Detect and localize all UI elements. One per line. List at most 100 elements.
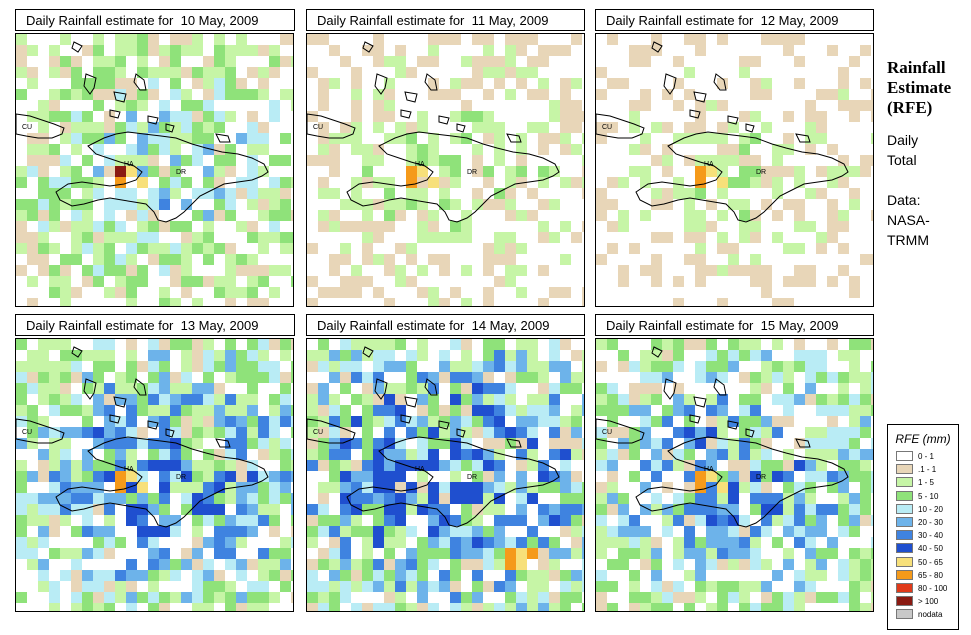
rainfall-cell: [49, 221, 60, 232]
rainfall-cell: [428, 298, 439, 306]
rainfall-cell: [214, 449, 225, 460]
legend-swatch: [896, 583, 913, 593]
rainfall-cell: [805, 471, 816, 482]
rainfall-cell: [805, 361, 816, 372]
rainfall-cell: [104, 232, 115, 243]
rainfall-cell: [236, 133, 247, 144]
rainfall-cell: [805, 350, 816, 361]
rainfall-cell: [684, 438, 695, 449]
rainfall-cell: [225, 350, 236, 361]
rainfall-cell: [236, 254, 247, 265]
rainfall-cell: [203, 210, 214, 221]
rainfall-cell: [596, 210, 607, 221]
rainfall-cell: [71, 144, 82, 155]
rainfall-cell: [651, 254, 662, 265]
rainfall-cell: [258, 188, 269, 199]
rainfall-cell: [695, 254, 706, 265]
rainfall-cell: [871, 592, 873, 603]
rainfall-cell: [838, 493, 849, 504]
rainfall-cell: [38, 166, 49, 177]
rainfall-cell: [49, 67, 60, 78]
rainfall-cell: [60, 438, 71, 449]
rainfall-cell: [384, 265, 395, 276]
rainfall-cell: [148, 210, 159, 221]
rainfall-cell: [38, 100, 49, 111]
rainfall-cell: [280, 570, 291, 581]
rainfall-cell: [38, 254, 49, 265]
rainfall-cell: [483, 199, 494, 210]
rainfall-cell: [739, 603, 750, 611]
rainfall-cell: [159, 144, 170, 155]
rainfall-cell: [571, 526, 582, 537]
rainfall-cell: [225, 166, 236, 177]
rainfall-cell: [640, 144, 651, 155]
rainfall-cell: [717, 232, 728, 243]
rainfall-cell: [684, 232, 695, 243]
rainfall-cell: [181, 482, 192, 493]
rainfall-cell: [516, 603, 527, 611]
rainfall-cell: [203, 243, 214, 254]
rainfall-cell: [373, 89, 384, 100]
rainfall-cell: [225, 394, 236, 405]
rainfall-cell: [607, 394, 618, 405]
rainfall-cell-high: [695, 166, 706, 177]
rainfall-cell: [406, 122, 417, 133]
rainfall-cell: [318, 383, 329, 394]
rainfall-cell: [439, 372, 450, 383]
rainfall-cell: [159, 493, 170, 504]
rainfall-cell: [329, 287, 340, 298]
rainfall-cell: [280, 133, 291, 144]
rainfall-cell: [384, 526, 395, 537]
rainfall-cell: [38, 361, 49, 372]
rainfall-cell: [461, 111, 472, 122]
rainfall-cell: [838, 78, 849, 89]
rainfall-cell: [750, 111, 761, 122]
rainfall-cell: [258, 372, 269, 383]
rainfall-cell: [607, 493, 618, 504]
rainfall-cell: [527, 537, 538, 548]
rainfall-cell: [560, 221, 571, 232]
rainfall-cell: [494, 515, 505, 526]
rainfall-cell: [170, 89, 181, 100]
rainfall-cell: [494, 416, 505, 427]
rainfall-cell: [38, 122, 49, 133]
rainfall-cell: [596, 482, 607, 493]
rainfall-cell: [181, 232, 192, 243]
rainfall-cell: [516, 515, 527, 526]
rainfall-cell: [181, 438, 192, 449]
rainfall-cell: [395, 504, 406, 515]
rainfall-cell: [351, 372, 362, 383]
rainfall-cell: [772, 515, 783, 526]
rainfall-cell: [483, 372, 494, 383]
rainfall-cell: [93, 570, 104, 581]
rainfall-cell: [49, 177, 60, 188]
rainfall-cell: [827, 482, 838, 493]
rainfall-cell: [373, 449, 384, 460]
rainfall-cell: [351, 361, 362, 372]
rainfall-cell: [538, 559, 549, 570]
rainfall-cell: [406, 254, 417, 265]
rainfall-cell: [406, 276, 417, 287]
rainfall-cell: [728, 537, 739, 548]
rainfall-cell: [450, 449, 461, 460]
rainfall-cell: [181, 383, 192, 394]
rainfall-cell: [362, 449, 373, 460]
rainfall-cell: [170, 515, 181, 526]
rainfall-cell: [417, 460, 428, 471]
place-label-cuba: CU: [22, 124, 32, 131]
rainfall-cell: [596, 361, 607, 372]
rainfall-cell: [93, 133, 104, 144]
rainfall-cell: [307, 449, 318, 460]
rainfall-cell: [871, 394, 873, 405]
rainfall-cell: [329, 570, 340, 581]
cuba-outline: [596, 418, 645, 444]
rainfall-cell: [838, 471, 849, 482]
rainfall-cell: [307, 405, 318, 416]
rainfall-cell: [494, 276, 505, 287]
rainfall-cell: [60, 221, 71, 232]
rainfall-cell: [318, 177, 329, 188]
rainfall-cell: [761, 427, 772, 438]
rainfall-cell: [373, 339, 384, 350]
place-label-dominican_republic: DR: [467, 474, 477, 481]
rainfall-cell: [582, 504, 584, 515]
